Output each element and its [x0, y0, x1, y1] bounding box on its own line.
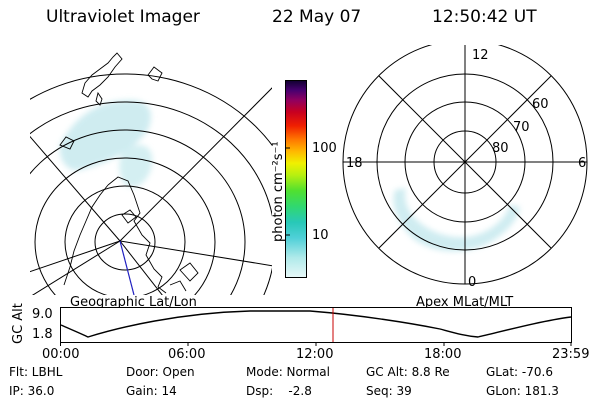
mlt-label-12: 12 [472, 48, 489, 63]
magnetic-caption: Apex MLat/MLT [416, 295, 514, 310]
latitude-circles [30, 73, 272, 295]
mlt-label-18: 18 [346, 156, 363, 171]
colorbar-unit-label: photon cm⁻²s⁻¹ [271, 141, 286, 242]
magnetic-polar-panel [342, 45, 588, 285]
colorbar-tick-10: 10 [312, 228, 329, 243]
status-glat: GLat: -70.6 [486, 365, 553, 379]
status-mode: Mode: Normal [246, 365, 330, 379]
status-gc-alt: GC Alt: 8.8 Re [366, 365, 450, 379]
mlt-label-6: 6 [578, 156, 587, 171]
status-ip: IP: 36.0 [9, 384, 55, 398]
instrument-title: Ultraviolet Imager [46, 7, 200, 27]
timeline-xtick-1800: 18:00 [424, 347, 462, 362]
status-dsp: Dsp: -2.8 [246, 384, 312, 398]
geographic-caption: Geographic Lat/Lon [70, 295, 197, 310]
geographic-map-panel [30, 52, 272, 295]
status-door: Door: Open [126, 365, 195, 379]
colorbar [285, 80, 307, 278]
mlt-label-0: 0 [468, 275, 477, 290]
aurora-emission [59, 100, 153, 188]
colorbar-tick-100: 100 [312, 141, 337, 156]
mlat-label-70: 70 [513, 120, 530, 135]
timeline-y-label: GC Alt [11, 303, 26, 344]
longitude-lines [30, 87, 272, 295]
image-date: 22 May 07 [272, 7, 362, 27]
status-glon: GLon: 181.3 [486, 384, 559, 398]
timeline-xtick-0000: 00:00 [42, 347, 80, 362]
status-filter: Flt: LBHL [9, 365, 63, 379]
timeline-ticks [60, 342, 572, 346]
mlt-lines [343, 45, 587, 284]
timeline-xtick-1200: 12:00 [296, 347, 334, 362]
altitude-timeline [60, 307, 572, 346]
status-seq: Seq: 39 [366, 384, 412, 398]
mlat-label-80: 80 [492, 141, 509, 156]
spacecraft-footpoint-line [119, 240, 135, 295]
altitude-curve [60, 310, 572, 338]
timeline-xtick-2359: 23:59 [552, 347, 590, 362]
aurora-oval [393, 188, 520, 252]
status-gain: Gain: 14 [126, 384, 177, 398]
image-time: 12:50:42 UT [432, 7, 537, 27]
timeline-ytick-9: 9.0 [32, 307, 53, 322]
timeline-ytick-1-8: 1.8 [32, 327, 53, 342]
mlat-label-60: 60 [532, 97, 549, 112]
coastlines [59, 52, 199, 294]
timeline-xtick-0600: 06:00 [168, 347, 206, 362]
